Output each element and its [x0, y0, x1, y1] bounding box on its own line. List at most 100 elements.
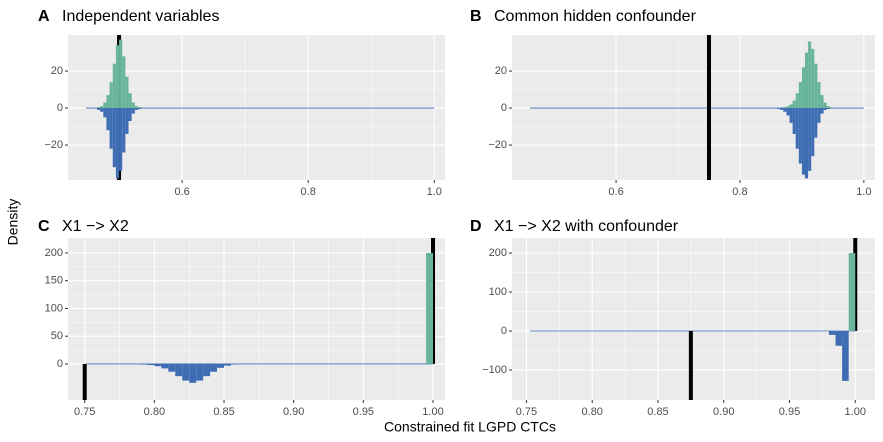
histogram-bar: [817, 82, 821, 109]
histogram-bar: [817, 108, 821, 123]
histogram-bar: [175, 363, 183, 377]
histogram-bar: [777, 108, 781, 109]
y-tick-label: 200: [45, 247, 63, 259]
y-tick-label: 0: [57, 358, 63, 370]
histogram-bar: [789, 108, 793, 123]
histogram-bar: [798, 108, 802, 164]
histogram-bar: [103, 102, 107, 109]
histogram-bar: [134, 108, 138, 110]
histogram-bar: [808, 41, 812, 109]
histogram-bar: [820, 95, 824, 109]
x-tick-label: 1.0: [427, 186, 442, 198]
histogram-bar: [103, 108, 107, 118]
histogram-bar: [119, 39, 123, 109]
histogram-bar: [823, 102, 827, 109]
histogram-bar: [795, 93, 799, 109]
plot-background: [512, 238, 875, 400]
histogram-bar: [134, 106, 138, 109]
x-tick-label: 1.00: [422, 406, 443, 418]
histogram-bar: [137, 108, 142, 109]
x-tick-label: 0.95: [779, 406, 800, 418]
histogram-bar: [119, 108, 123, 171]
x-tick-label: 0.6: [608, 186, 623, 198]
x-tick-label: 0.90: [283, 406, 304, 418]
x-tick-label: 0.80: [582, 406, 603, 418]
x-tick-label: 0.6: [174, 186, 189, 198]
y-tick-label: 20: [495, 65, 507, 77]
histogram-bar: [128, 108, 132, 122]
histogram-bar: [814, 108, 818, 138]
histogram-bar: [131, 102, 135, 109]
histogram-bar: [131, 108, 135, 114]
histogram-bar: [128, 93, 132, 109]
histogram-bar: [168, 363, 176, 372]
reference-line: [706, 108, 711, 180]
histogram-bar: [783, 108, 787, 112]
panel-title: X1 −> X2: [62, 218, 129, 235]
histogram-bar: [814, 63, 818, 109]
y-tick-label: 150: [45, 275, 63, 287]
histogram-bar: [100, 106, 104, 109]
y-tick-label: 50: [51, 330, 63, 342]
histogram-bar: [125, 76, 129, 109]
y-tick-label: 20: [51, 65, 63, 77]
histogram-bar: [826, 106, 830, 109]
histogram-bar: [161, 363, 169, 369]
panel-tag: C: [38, 218, 50, 235]
histogram-bar: [125, 108, 129, 134]
histogram-bar: [811, 108, 815, 157]
histogram-bar: [786, 108, 790, 116]
histogram-bar: [100, 108, 104, 112]
histogram-bar: [196, 363, 204, 381]
panel-tag: A: [38, 8, 50, 25]
histogram-bar: [823, 108, 827, 110]
histogram-bar: [210, 363, 218, 372]
histogram-bar: [97, 108, 101, 110]
y-tick-label: 200: [489, 247, 507, 259]
x-tick-label: 0.8: [301, 186, 316, 198]
histogram-bar: [801, 108, 806, 175]
x-tick-label: 0.8: [732, 186, 747, 198]
histogram-bar: [109, 82, 113, 109]
histogram-bar: [798, 82, 802, 109]
histogram-bar: [106, 95, 110, 109]
histogram-bar: [231, 363, 238, 365]
histogram-bar: [426, 252, 434, 364]
y-tick-label: −20: [488, 139, 507, 151]
histogram-bar: [828, 330, 836, 335]
histogram-bar: [217, 363, 225, 368]
histogram-bar: [789, 104, 793, 109]
histogram-bar: [224, 363, 232, 366]
reference-line: [688, 330, 693, 400]
x-tick-label: 0.75: [516, 406, 537, 418]
histogram-bar: [154, 363, 162, 367]
panel-tag: D: [470, 218, 482, 235]
histogram-bar: [182, 363, 190, 381]
histogram-bar: [112, 108, 116, 168]
x-tick-label: 1.0: [856, 186, 871, 198]
histogram-bar: [835, 330, 843, 346]
histogram-bar: [795, 108, 799, 149]
x-tick-label: 0.85: [213, 406, 234, 418]
histogram-bar: [147, 363, 155, 366]
histogram-bar: [783, 107, 787, 109]
y-tick-label: 0: [501, 102, 507, 114]
histogram-bar: [140, 363, 148, 365]
y-axis-title: Density: [5, 199, 21, 246]
y-tick-label: 0: [501, 325, 507, 337]
histogram-bar: [189, 363, 197, 383]
x-tick-label: 0.90: [713, 406, 734, 418]
panel-title: Common hidden confounder: [494, 8, 697, 25]
histogram-bar: [792, 100, 796, 109]
panel-tag: B: [470, 8, 482, 25]
panel-title: Independent variables: [62, 8, 219, 25]
histogram-bar: [780, 108, 784, 110]
reference-line: [706, 35, 711, 109]
histogram-bar: [805, 52, 809, 109]
histogram-bar: [808, 108, 812, 171]
histogram-bar: [122, 108, 126, 153]
histogram-bar: [203, 363, 211, 377]
histogram-bar: [820, 108, 824, 114]
panel-title: X1 −> X2 with confounder: [494, 218, 679, 235]
